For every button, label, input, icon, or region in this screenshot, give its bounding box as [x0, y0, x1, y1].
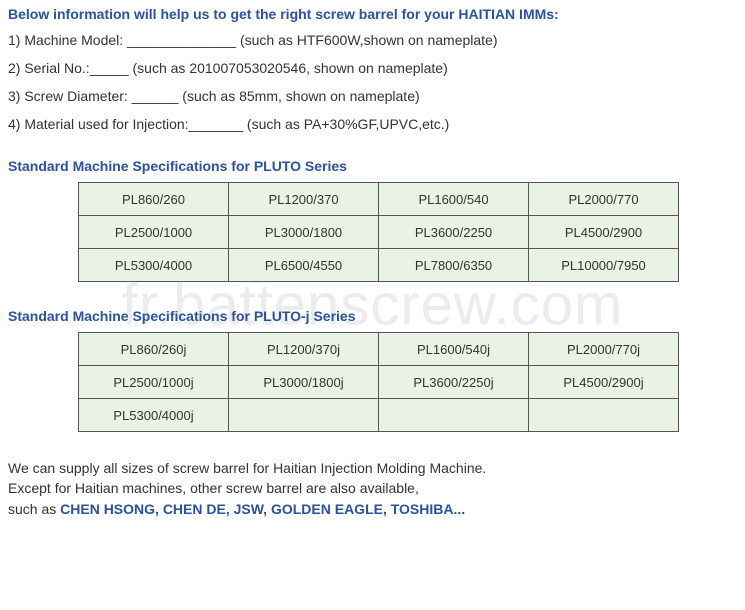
spec-cell: PL6500/4550	[229, 249, 379, 282]
spec-cell: PL3000/1800	[229, 216, 379, 249]
spec-cell: PL2500/1000j	[79, 366, 229, 399]
spec-cell: PL1200/370	[229, 183, 379, 216]
table-row: PL5300/4000j	[79, 399, 679, 432]
spec-cell: PL1600/540	[379, 183, 529, 216]
spec-cell: PL3600/2250j	[379, 366, 529, 399]
footer-line-3: such as CHEN HSONG, CHEN DE, JSW, GOLDEN…	[8, 499, 737, 519]
spec-cell: PL2000/770j	[529, 333, 679, 366]
info-line-3: 3) Screw Diameter: ______ (such as 85mm,…	[8, 88, 737, 104]
spec-cell: PL3600/2250	[379, 216, 529, 249]
plutoj-table: PL860/260j PL1200/370j PL1600/540j PL200…	[78, 332, 679, 432]
spec-cell: PL10000/7950	[529, 249, 679, 282]
info-line-1: 1) Machine Model: ______________ (such a…	[8, 32, 737, 48]
pluto-section-title: Standard Machine Specifications for PLUT…	[8, 158, 737, 174]
spec-cell: PL5300/4000	[79, 249, 229, 282]
spec-cell: PL2500/1000	[79, 216, 229, 249]
table-row: PL5300/4000 PL6500/4550 PL7800/6350 PL10…	[79, 249, 679, 282]
table-row: PL2500/1000j PL3000/1800j PL3600/2250j P…	[79, 366, 679, 399]
spec-cell: PL5300/4000j	[79, 399, 229, 432]
spec-cell-empty	[379, 399, 529, 432]
table-row: PL2500/1000 PL3000/1800 PL3600/2250 PL45…	[79, 216, 679, 249]
table-row: PL860/260j PL1200/370j PL1600/540j PL200…	[79, 333, 679, 366]
footer-text: We can supply all sizes of screw barrel …	[8, 458, 737, 519]
footer-brands: CHEN HSONG, CHEN DE, JSW, GOLDEN EAGLE, …	[60, 501, 465, 517]
info-line-2: 2) Serial No.:_____ (such as 20100705302…	[8, 60, 737, 76]
spec-cell: PL3000/1800j	[229, 366, 379, 399]
spec-cell: PL860/260j	[79, 333, 229, 366]
intro-title: Below information will help us to get th…	[8, 6, 737, 22]
table-row: PL860/260 PL1200/370 PL1600/540 PL2000/7…	[79, 183, 679, 216]
plutoj-section-title: Standard Machine Specifications for PLUT…	[8, 308, 737, 324]
footer-line-2: Except for Haitian machines, other screw…	[8, 478, 737, 498]
document-body: Below information will help us to get th…	[0, 0, 745, 519]
spec-cell: PL860/260	[79, 183, 229, 216]
spec-cell: PL7800/6350	[379, 249, 529, 282]
footer-line-3-prefix: such as	[8, 501, 60, 517]
spec-cell: PL4500/2900j	[529, 366, 679, 399]
spec-cell: PL1600/540j	[379, 333, 529, 366]
spec-cell: PL4500/2900	[529, 216, 679, 249]
spec-cell-empty	[529, 399, 679, 432]
spec-cell: PL2000/770	[529, 183, 679, 216]
spec-cell: PL1200/370j	[229, 333, 379, 366]
footer-line-1: We can supply all sizes of screw barrel …	[8, 458, 737, 478]
info-line-4: 4) Material used for Injection:_______ (…	[8, 116, 737, 132]
spec-cell-empty	[229, 399, 379, 432]
pluto-table: PL860/260 PL1200/370 PL1600/540 PL2000/7…	[78, 182, 679, 282]
